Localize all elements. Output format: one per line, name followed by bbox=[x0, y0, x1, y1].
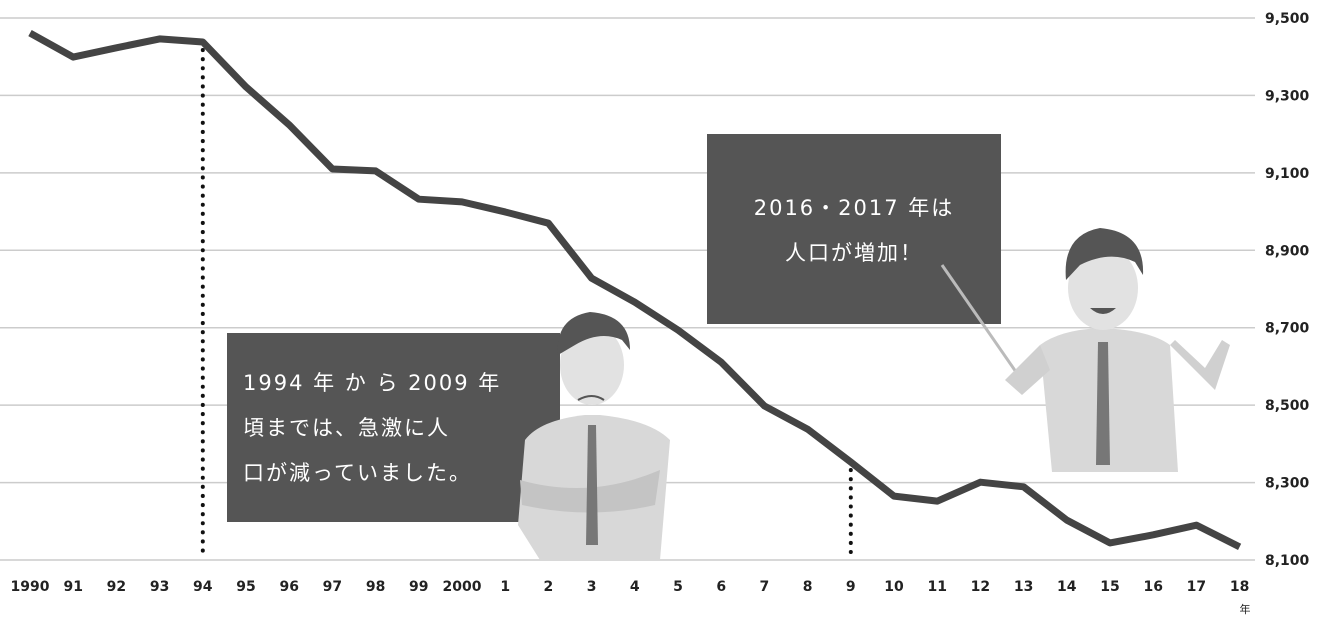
annotation-text: 口が減っていました。 bbox=[243, 461, 472, 485]
y-tick-label: 8,500 bbox=[1265, 398, 1310, 414]
x-tick-label: 18 bbox=[1230, 579, 1249, 595]
x-tick-label: 98 bbox=[366, 579, 385, 595]
x-tick-label: 91 bbox=[63, 579, 82, 595]
chart: 1994 年 か ら 2009 年 頃までは、急激に人 口が減っていました。 2… bbox=[0, 0, 1344, 618]
x-tick-label: 15 bbox=[1100, 579, 1119, 595]
y-tick-label: 9,100 bbox=[1265, 166, 1310, 182]
x-tick-label: 17 bbox=[1187, 579, 1206, 595]
x-tick-label: 10 bbox=[884, 579, 904, 595]
y-tick-label: 9,300 bbox=[1265, 88, 1310, 104]
x-tick-label: 16 bbox=[1143, 579, 1162, 595]
x-tick-label: 2 bbox=[544, 579, 554, 595]
x-tick-label: 94 bbox=[193, 579, 213, 595]
y-tick-label: 8,900 bbox=[1265, 243, 1310, 259]
x-tick-label: 97 bbox=[323, 579, 342, 595]
x-tick-label: 8 bbox=[803, 579, 813, 595]
x-tick-label: 93 bbox=[150, 579, 169, 595]
annotation-text: 頃までは、急激に人 bbox=[243, 416, 450, 440]
x-tick-label: 3 bbox=[587, 579, 597, 595]
annotation-text: 人口が増加！ bbox=[785, 241, 923, 265]
x-tick-label: 5 bbox=[673, 579, 683, 595]
annotation-box bbox=[707, 134, 1001, 324]
x-tick-label: 96 bbox=[279, 579, 298, 595]
y-tick-label: 8,100 bbox=[1265, 553, 1310, 569]
x-tick-label: 2000 bbox=[443, 579, 482, 595]
x-tick-label: 11 bbox=[927, 579, 946, 595]
x-tick-label: 4 bbox=[630, 579, 640, 595]
x-unit: 年 bbox=[1240, 602, 1251, 616]
x-tick-label: 13 bbox=[1014, 579, 1033, 595]
x-tick-label: 7 bbox=[760, 579, 770, 595]
x-tick-label: 12 bbox=[971, 579, 990, 595]
annotation-text: 1994 年 か ら 2009 年 bbox=[243, 371, 501, 395]
x-tick-label: 99 bbox=[409, 579, 428, 595]
x-tick-label: 9 bbox=[846, 579, 856, 595]
x-tick-label: 1990 bbox=[11, 579, 50, 595]
y-tick-label: 8,300 bbox=[1265, 476, 1310, 492]
x-tick-label: 6 bbox=[716, 579, 726, 595]
x-tick-label: 95 bbox=[236, 579, 255, 595]
y-tick-label: 9,500 bbox=[1265, 11, 1310, 27]
x-tick-label: 1 bbox=[500, 579, 510, 595]
x-tick-label: 14 bbox=[1057, 579, 1077, 595]
y-tick-label: 8,700 bbox=[1265, 321, 1310, 337]
x-tick-label: 92 bbox=[107, 579, 126, 595]
annotation-text: 2016・2017 年は bbox=[754, 196, 955, 220]
